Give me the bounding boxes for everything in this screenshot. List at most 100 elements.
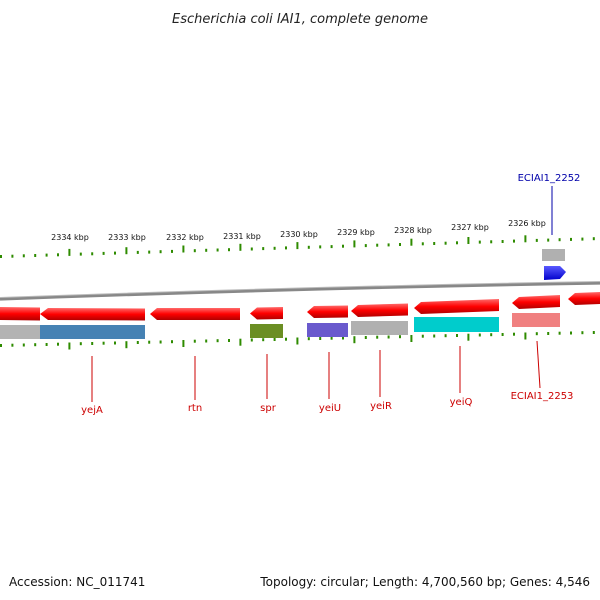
upper-major-tick <box>410 238 413 246</box>
cds-arrow-yejA <box>40 308 145 321</box>
cog-block-yeiU <box>307 323 348 337</box>
upper-minor-tick <box>444 241 447 245</box>
cds-arrow-yeiR <box>351 303 408 317</box>
lower-minor-tick <box>307 337 310 341</box>
lower-minor-tick <box>490 333 493 337</box>
genome-backbone <box>0 281 600 301</box>
scale-label-2332: 2332 kbp <box>166 233 204 242</box>
lower-minor-tick <box>228 339 230 342</box>
upper-minor-tick <box>34 254 37 257</box>
cog-block-yejA <box>40 325 145 339</box>
feature-ECIAI1_2252-arrow <box>544 266 566 280</box>
cog-block-yeiQ <box>414 317 499 332</box>
scale-label-2331: 2331 kbp <box>223 232 261 241</box>
upper-minor-tick <box>171 249 173 253</box>
lower-major-tick <box>410 335 413 342</box>
gene-label-yeiU: yeiU <box>319 403 341 414</box>
upper-minor-tick <box>193 249 196 253</box>
upper-major-tick <box>125 247 128 255</box>
upper-minor-tick <box>159 250 162 254</box>
feature-gray-marker <box>542 249 565 261</box>
lower-minor-tick <box>45 343 48 346</box>
upper-minor-tick <box>364 244 367 248</box>
cog-block-spr <box>250 324 283 338</box>
scale-label-2330: 2330 kbp <box>280 230 318 239</box>
lower-minor-tick <box>250 338 253 342</box>
lower-minor-tick <box>11 343 14 347</box>
lower-minor-tick <box>0 344 2 347</box>
upper-minor-tick <box>342 244 344 248</box>
lower-minor-tick <box>136 341 139 344</box>
lower-tick-row <box>0 331 595 350</box>
cds-arrow-rtn <box>150 308 240 320</box>
footer-summary: Topology: circular; Length: 4,700,560 bp… <box>259 575 590 589</box>
gene-label-ECIAI1_2252: ECIAI1_2252 <box>518 173 581 184</box>
upper-major-tick <box>524 235 527 243</box>
upper-minor-tick <box>421 242 424 246</box>
lower-minor-tick <box>444 334 447 338</box>
upper-minor-tick <box>148 250 151 254</box>
upper-minor-tick <box>216 248 219 252</box>
lower-major-tick <box>68 342 71 350</box>
upper-minor-tick <box>250 247 253 251</box>
upper-minor-tick <box>307 245 310 249</box>
lower-minor-tick <box>273 338 276 341</box>
upper-minor-tick <box>570 237 572 241</box>
lower-minor-tick <box>501 333 504 336</box>
gene-label-yeiR: yeiR <box>370 401 392 412</box>
lower-minor-tick <box>148 340 151 344</box>
cds-arrow-left-partial <box>0 307 40 321</box>
upper-minor-tick <box>387 243 390 247</box>
upper-minor-tick <box>513 239 515 243</box>
cds-arrow-spr <box>250 307 283 320</box>
upper-minor-tick <box>592 237 595 241</box>
gene-label-yeiQ: yeiQ <box>450 397 473 408</box>
lower-minor-tick <box>421 334 424 338</box>
lower-minor-tick <box>330 336 333 340</box>
upper-minor-tick <box>273 246 276 250</box>
cog-block-gray-left <box>0 325 40 339</box>
upper-major-tick <box>353 240 356 248</box>
upper-minor-tick <box>228 248 230 252</box>
lower-minor-tick <box>558 331 561 335</box>
upper-minor-tick <box>478 240 481 244</box>
lower-minor-tick <box>547 332 550 335</box>
gene-label-yejA: yejA <box>81 405 103 416</box>
lower-minor-tick <box>342 336 344 340</box>
upper-minor-tick <box>57 253 59 257</box>
lower-minor-tick <box>57 342 59 346</box>
genome-backbone-highlight <box>0 281 600 298</box>
cds-arrow-yeiQ <box>414 299 499 314</box>
upper-minor-tick <box>399 243 401 246</box>
upper-minor-tick <box>79 252 82 256</box>
upper-minor-tick <box>501 240 504 243</box>
upper-minor-tick <box>285 246 287 250</box>
gene-label-spr: spr <box>260 403 277 414</box>
cds-arrow-yeiU <box>307 305 348 318</box>
lower-major-tick <box>524 332 527 340</box>
lower-minor-tick <box>592 331 595 334</box>
leader-ECIAI1_2253 <box>536 340 541 389</box>
upper-minor-tick <box>456 241 458 245</box>
lower-minor-tick <box>102 341 105 345</box>
lower-minor-tick <box>376 335 379 339</box>
cog-block-ECIAI1_2253 <box>512 313 560 327</box>
upper-minor-tick <box>91 252 94 256</box>
lower-minor-tick <box>114 341 116 345</box>
upper-minor-tick <box>376 243 379 247</box>
upper-minor-tick <box>330 245 333 249</box>
upper-minor-tick <box>0 255 2 258</box>
scale-label-2329: 2329 kbp <box>337 228 375 237</box>
upper-minor-tick <box>114 251 116 255</box>
upper-minor-tick <box>490 240 493 244</box>
upper-minor-tick <box>433 242 436 245</box>
lower-major-tick <box>467 333 470 341</box>
upper-minor-tick <box>558 238 561 242</box>
scale-label-2328: 2328 kbp <box>394 226 432 235</box>
upper-major-tick <box>296 242 299 250</box>
lower-major-tick <box>296 337 299 345</box>
gene-label-ECIAI1_2253: ECIAI1_2253 <box>511 391 574 402</box>
lower-minor-tick <box>205 339 208 343</box>
upper-minor-tick <box>205 248 208 252</box>
lower-minor-tick <box>570 331 572 335</box>
